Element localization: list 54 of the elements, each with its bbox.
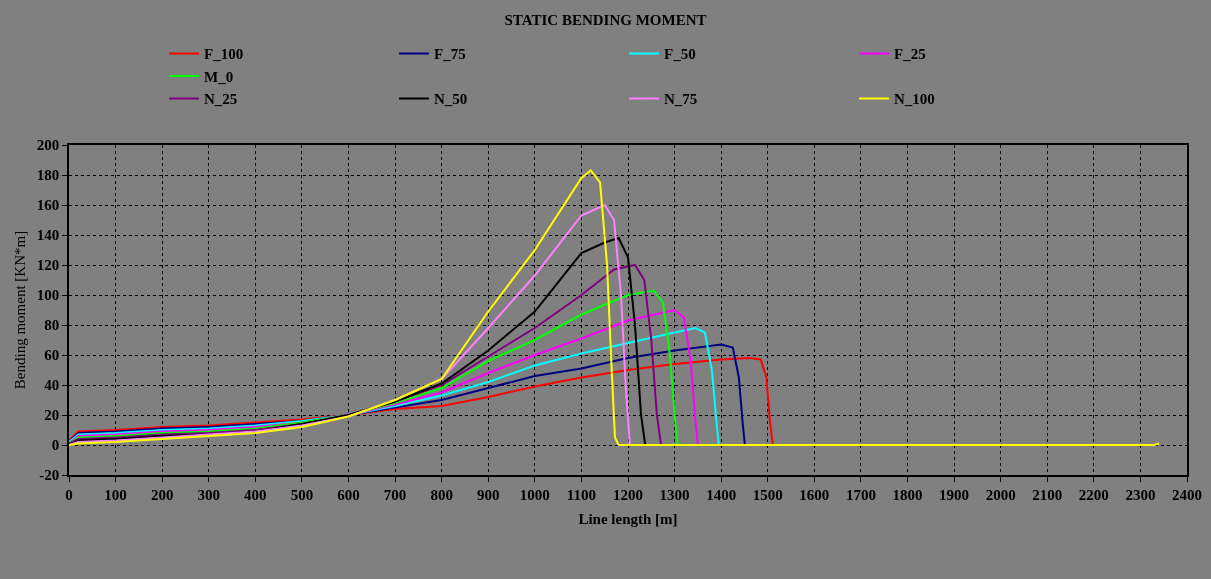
x-tick-label: 400 — [244, 486, 267, 503]
x-tick-label: 300 — [197, 486, 220, 503]
x-tick-label: 900 — [477, 486, 500, 503]
x-tick-label: 2200 — [1078, 486, 1109, 503]
x-tick-label: 0 — [65, 486, 73, 503]
x-tick-label: 2100 — [1032, 486, 1063, 503]
x-tick-label: 1500 — [752, 486, 783, 503]
x-tick-label: 100 — [104, 486, 127, 503]
x-tick-label: 1400 — [706, 486, 737, 503]
legend-label: F_25 — [894, 46, 926, 63]
y-tick-label: 200 — [36, 137, 60, 154]
x-tick-label: 2300 — [1125, 486, 1156, 503]
y-tick-label: 120 — [36, 257, 60, 274]
line-series — [69, 309, 699, 446]
line-series — [69, 327, 720, 446]
y-tick-label: 180 — [36, 167, 60, 184]
line-series — [69, 289, 679, 446]
x-axis-title: Line length [m] — [578, 511, 678, 528]
legend-label: N_75 — [664, 91, 698, 108]
y-tick-label: -20 — [39, 467, 60, 484]
x-tick-label: 700 — [383, 486, 407, 503]
x-tick-label: 1700 — [845, 486, 876, 503]
legend-label: M_0 — [204, 68, 234, 85]
line-series — [69, 343, 746, 446]
x-tick-label: 1600 — [799, 486, 830, 503]
legend-label: N_50 — [434, 91, 468, 108]
y-tick-label: 80 — [44, 317, 60, 334]
legend-label: N_100 — [894, 91, 935, 108]
legend-label: F_50 — [664, 46, 696, 63]
x-tick-label: 500 — [290, 486, 314, 503]
y-tick-label: 160 — [36, 197, 60, 214]
x-tick-label: 2400 — [1172, 486, 1202, 503]
y-tick-label: 0 — [51, 437, 60, 454]
y-tick-label: 140 — [36, 227, 60, 244]
y-tick-label: 20 — [44, 407, 60, 424]
x-tick-label: 1000 — [519, 486, 550, 503]
legend-label: F_75 — [434, 46, 466, 63]
x-tick-label: 800 — [430, 486, 453, 503]
x-tick-label: 1200 — [613, 486, 643, 503]
y-tick-label: 60 — [44, 347, 60, 364]
legend-label: F_100 — [204, 46, 244, 63]
x-tick-label: 1800 — [892, 486, 923, 503]
chart-title: STATIC BENDING MOMENT — [504, 11, 707, 28]
line-series — [69, 357, 774, 446]
x-tick-label: 1100 — [566, 486, 597, 503]
y-tick-label: 40 — [44, 377, 60, 394]
x-tick-label: 2000 — [985, 486, 1016, 503]
y-tick-label: 100 — [36, 287, 60, 304]
x-tick-label: 200 — [150, 486, 174, 503]
x-tick-label: 1900 — [939, 486, 970, 503]
x-tick-label: 600 — [337, 486, 360, 503]
x-tick-label: 1300 — [659, 486, 690, 503]
y-axis-title: Bending moment [KN*m] — [11, 230, 28, 390]
legend-label: N_25 — [204, 91, 238, 108]
